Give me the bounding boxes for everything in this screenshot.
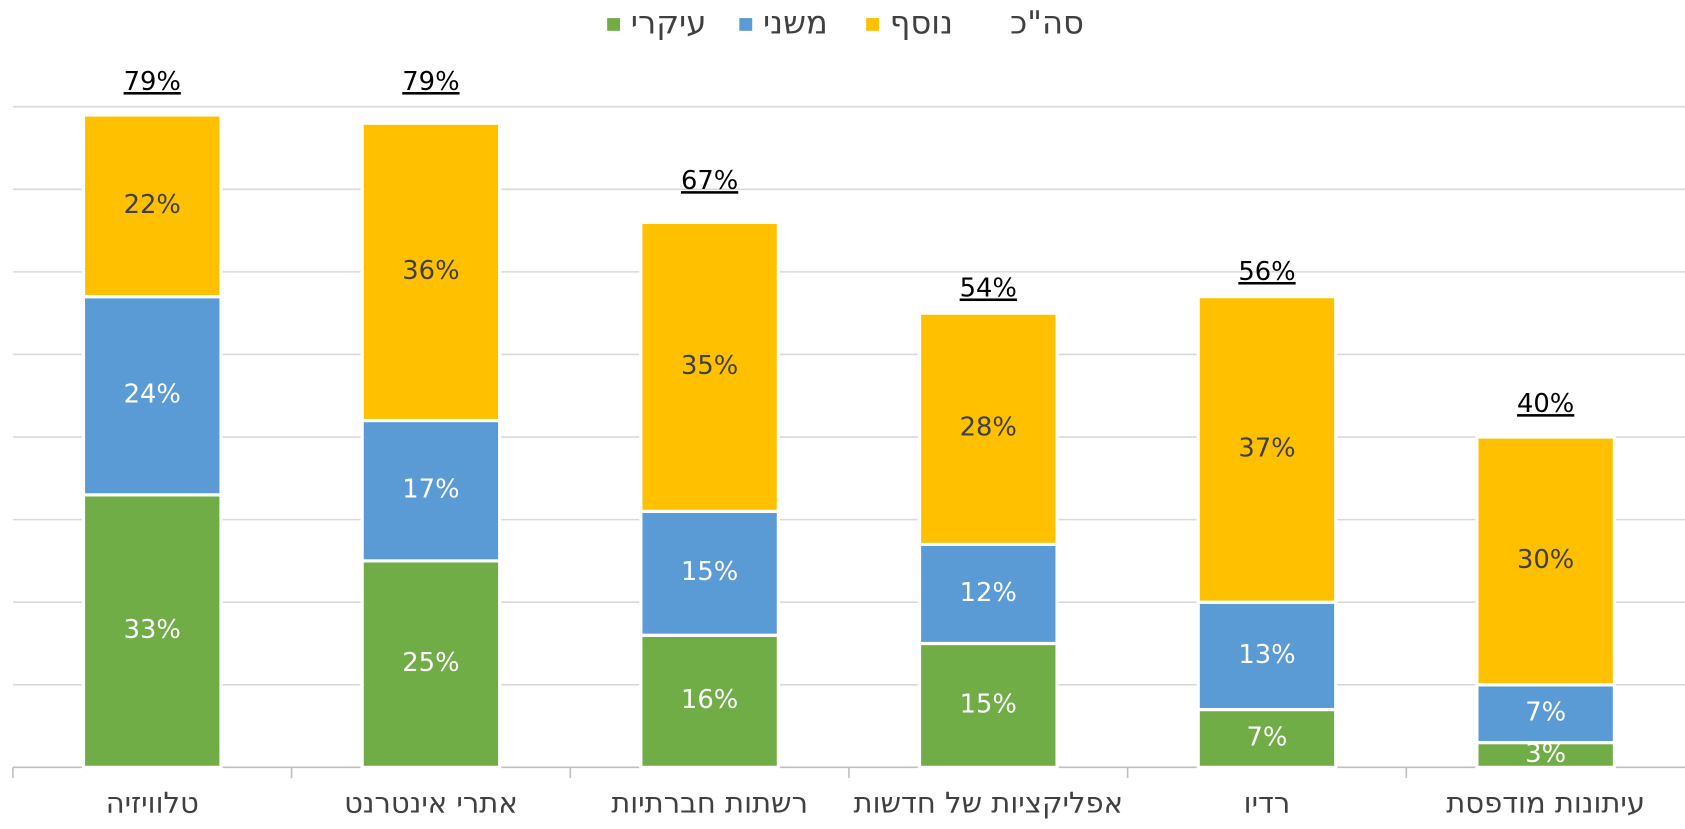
total-label: 40% (1517, 389, 1574, 419)
legend-label: משני (763, 4, 828, 42)
data-label: 13% (1238, 640, 1295, 670)
data-label: 17% (402, 475, 459, 505)
legend-swatch (607, 18, 621, 31)
legend-label: נוסף (890, 4, 953, 42)
total-label: 54% (960, 274, 1017, 304)
total-label: 79% (124, 67, 181, 97)
data-label: 30% (1517, 545, 1574, 575)
data-label: 33% (124, 615, 181, 645)
x-tick-label: טלוויזיה (106, 786, 199, 820)
bar-segment (360, 121, 502, 423)
x-tick-label: עיתונות מודפסת (1446, 786, 1645, 820)
data-label: 28% (960, 413, 1017, 443)
data-label: 12% (960, 578, 1017, 608)
bar-segment (1196, 707, 1338, 769)
data-label: 16% (681, 685, 738, 715)
bar-segment (81, 113, 223, 299)
x-tick-label: אפליקציות של חדשות (854, 786, 1123, 820)
data-label: 15% (960, 690, 1017, 720)
x-tick-label: אתרי אינטרנט (344, 786, 518, 820)
bar-segment (81, 493, 223, 769)
x-tick-label: רדיו (1244, 786, 1291, 820)
bar-segment (81, 295, 223, 497)
bar-segment (360, 418, 502, 563)
total-label: 79% (402, 67, 459, 97)
data-label: 37% (1238, 434, 1295, 464)
bar-segment (360, 559, 502, 769)
data-label: 25% (402, 648, 459, 678)
total-label: 67% (681, 166, 738, 196)
legend-label: סה"כ (1010, 4, 1084, 42)
data-label: 36% (402, 256, 459, 286)
bar-segment (1196, 295, 1338, 604)
legend-swatch (866, 18, 880, 31)
x-tick-label: רשתות חברתיות (611, 786, 808, 820)
bar-segment (639, 220, 780, 513)
bar-segment (917, 542, 1059, 646)
data-label: 7% (1525, 698, 1566, 728)
bar-segment (639, 509, 780, 637)
data-label: 35% (681, 351, 738, 381)
bar-segment (1475, 683, 1617, 745)
data-label: 15% (681, 557, 738, 587)
data-label: 24% (124, 380, 181, 410)
data-label: 22% (124, 190, 181, 220)
legend-label: עיקרי (631, 4, 707, 42)
legend-swatch (739, 18, 753, 31)
bar-segment (917, 311, 1059, 546)
bar-segment (917, 641, 1059, 769)
bar-segment (1196, 600, 1338, 712)
total-label: 56% (1238, 257, 1295, 287)
bar-segment (1475, 435, 1617, 687)
data-label: 7% (1247, 723, 1288, 753)
